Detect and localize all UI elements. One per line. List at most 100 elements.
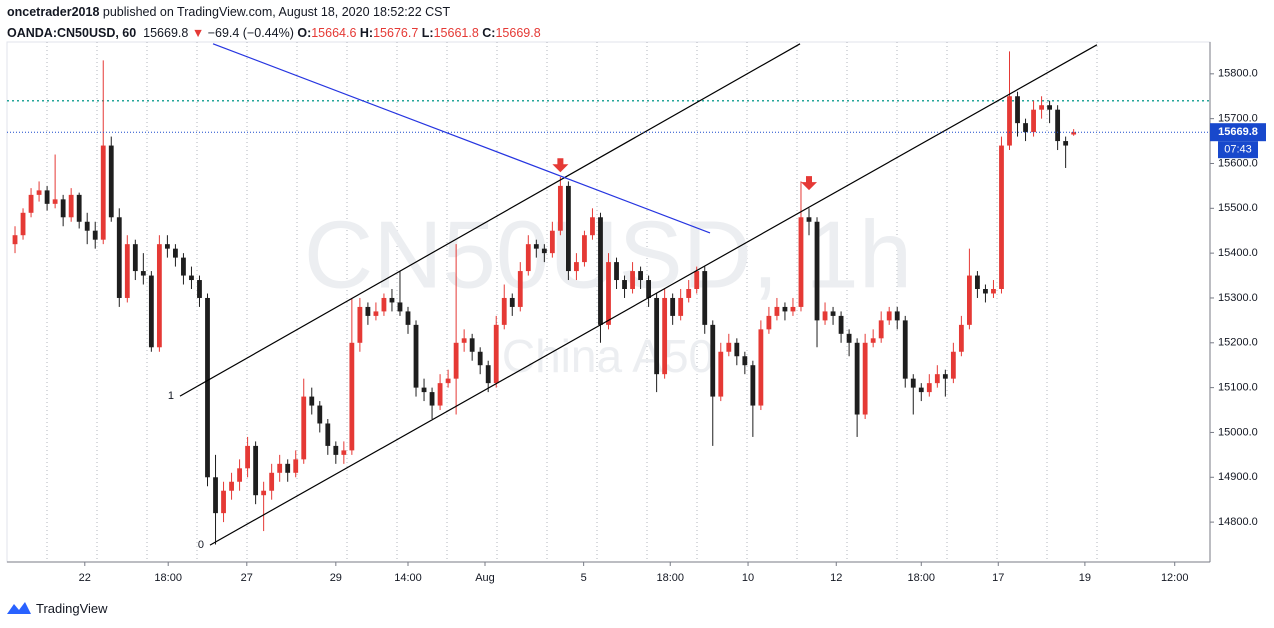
candle-body [517, 271, 523, 307]
candle-body [60, 199, 66, 218]
candle-body [173, 248, 178, 258]
candle-body [991, 289, 996, 294]
candle-body [140, 271, 146, 276]
candle-body [485, 365, 491, 384]
candle-body [870, 338, 876, 343]
x-tick-label: 19 [1079, 572, 1091, 584]
last-price: 15669.8 [143, 26, 189, 40]
candle-body [437, 383, 443, 406]
candle-body [181, 257, 186, 276]
publisher: oncetrader2018 [7, 5, 100, 19]
candle-body [341, 450, 347, 455]
candle-body [533, 244, 539, 249]
high-label: H: [359, 26, 374, 40]
candle-body [52, 199, 58, 204]
last-price-box [1210, 123, 1266, 142]
trend-line-label: 1 [168, 390, 174, 402]
candle-body [958, 324, 964, 352]
x-tick-label: Aug [475, 572, 495, 584]
candle-body [734, 342, 740, 357]
candle-body [453, 342, 459, 379]
countdown: 07:43 [1224, 144, 1252, 156]
candle-body [333, 445, 339, 455]
candle-body [509, 297, 515, 307]
candle-body [309, 396, 315, 406]
candle-body [862, 342, 868, 415]
watermark-sub: China A50 [502, 330, 714, 382]
candle-body [301, 396, 307, 460]
candle-body [237, 468, 242, 482]
candle-body [622, 280, 627, 289]
candle-body [1007, 96, 1012, 146]
candle-body [245, 445, 251, 469]
candle-body [926, 383, 932, 393]
candle-body [878, 320, 884, 339]
candle-body [405, 311, 411, 325]
x-tick-label: 12:00 [1161, 572, 1189, 584]
candle-body [910, 378, 916, 388]
y-tick-label: 15500.0 [1218, 202, 1258, 214]
candle-body [501, 297, 507, 325]
candle-body [662, 297, 668, 375]
candle-body [750, 365, 756, 406]
candle-body [1055, 109, 1061, 142]
candle-body [68, 194, 74, 218]
brand: TradingView [36, 600, 108, 616]
arrow-marker [552, 158, 569, 173]
candle-body [790, 306, 796, 312]
candle-body [1063, 141, 1069, 146]
footer: TradingView [6, 599, 108, 617]
candle-body [148, 275, 154, 348]
candle-body [100, 145, 106, 240]
candle-body [814, 221, 820, 321]
candle-body [317, 405, 323, 424]
candle-body [469, 338, 475, 352]
publisher-line: oncetrader2018 published on TradingView.… [7, 2, 541, 23]
y-tick-label: 14800.0 [1218, 516, 1258, 528]
candle-body [822, 311, 828, 321]
open-value: 15664.6 [311, 26, 357, 40]
candle-body [381, 297, 387, 312]
y-tick-label: 15400.0 [1218, 247, 1258, 259]
x-tick-label: 29 [330, 572, 342, 584]
candle-body [277, 463, 283, 473]
candle-body [205, 297, 210, 478]
close-label: C: [482, 26, 496, 40]
candle-body [1039, 105, 1044, 110]
countdown-box [1218, 141, 1258, 159]
candle-body [261, 490, 267, 496]
candle-body [886, 311, 892, 321]
candle-body [934, 374, 940, 384]
candle-body [293, 459, 299, 473]
candle-body [132, 244, 138, 272]
x-tick-label: 18:00 [154, 572, 182, 584]
change: −69.4 (−0.44%) [207, 26, 294, 40]
candle-body [253, 445, 259, 496]
candle-body [582, 235, 587, 263]
trend-line [179, 43, 801, 397]
candle-body [28, 194, 34, 213]
candle-body [269, 472, 275, 491]
candle-body [44, 190, 50, 204]
candle-body [76, 194, 82, 222]
symbol: OANDA:CN50USD, 60 [7, 26, 137, 40]
header: oncetrader2018 published on TradingView.… [7, 2, 541, 44]
candle-body [493, 324, 499, 384]
candle-body [758, 329, 764, 406]
candle-body [1031, 109, 1036, 133]
candle-body [638, 271, 643, 281]
candle-body [541, 248, 547, 254]
candle-body [774, 306, 780, 316]
candle-body [477, 351, 483, 366]
published-text: published on TradingView.com, August 18,… [102, 5, 451, 19]
candle-body [894, 311, 900, 321]
candle-body [598, 217, 603, 325]
candle-body [782, 306, 788, 312]
candle-body [942, 374, 948, 379]
candle-body [718, 351, 724, 397]
y-tick-label: 15000.0 [1218, 426, 1258, 438]
candle-body [846, 333, 852, 343]
y-tick-label: 15200.0 [1218, 337, 1258, 349]
